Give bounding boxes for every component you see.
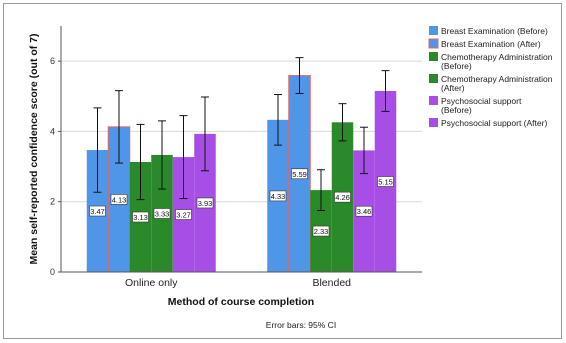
data-label-box (175, 209, 192, 220)
data-label: 3.93 (198, 199, 213, 208)
y-axis-title: Mean self-reported confidence score (out… (28, 33, 40, 264)
legend-label-line: Chemotherapy Administration (441, 52, 553, 62)
legend-swatch (428, 38, 439, 49)
legend-swatch (429, 26, 438, 35)
x-category-label: Blended (312, 277, 351, 289)
legend-swatch (429, 118, 438, 127)
data-label-box (334, 191, 351, 203)
legend-label: Chemotherapy Administration (Before) (441, 52, 553, 71)
axes (60, 26, 422, 273)
data-label-box (153, 208, 171, 219)
legend-label: Psychosocial support (Before) (441, 96, 522, 115)
y-tick-label: 2 (50, 197, 55, 207)
legend: Breast Examination (Before) Breast Examin… (428, 26, 553, 128)
y-tick-label: 0 (50, 267, 55, 277)
data-label-box (355, 205, 373, 217)
data-label: 3.46 (357, 207, 372, 216)
data-label-box (377, 176, 394, 187)
x-axis-title: Method of course completion (168, 296, 314, 308)
legend-label: Breast Examination (After) (441, 39, 541, 49)
data-label-box (110, 194, 128, 205)
legend-swatch (429, 52, 438, 61)
data-label: 3.27 (176, 211, 191, 220)
data-label: 4.13 (112, 195, 127, 204)
data-label-box (269, 190, 287, 202)
data-label: 3.33 (155, 209, 170, 218)
chart-frame: 3.47 4.13 3.13 3.33 3.27 3.93 4.33 5.59 2.33 4.26… (3, 3, 562, 339)
legend-label-line: Chemotherapy Administration (441, 74, 553, 84)
legend-label-line: (After) (441, 83, 465, 93)
data-label-box (196, 197, 214, 209)
data-label: 2.33 (314, 227, 329, 236)
data-label: 5.59 (292, 170, 307, 179)
data-label: 3.47 (90, 207, 105, 216)
bars: 3.47 4.13 3.13 3.33 3.27 3.93 4.33 5.59 2.33 4.26… (86, 57, 397, 273)
bar-chart: 3.47 4.13 3.13 3.33 3.27 3.93 4.33 5.59 2.33 4.26… (28, 26, 553, 330)
data-label: 5.15 (378, 178, 393, 187)
y-tick-label: 4 (50, 126, 55, 136)
y-tick-label: 6 (50, 56, 55, 66)
data-label-box (291, 168, 308, 180)
legend-swatch (429, 74, 438, 83)
data-label-box (89, 205, 106, 217)
data-label: 3.13 (133, 213, 148, 222)
legend-label: Breast Examination (Before) (441, 26, 548, 36)
data-label: 4.26 (335, 193, 350, 202)
y-ticks: 0 2 4 6 (50, 56, 61, 277)
data-label: 4.33 (271, 192, 286, 201)
x-category-label: Online only (125, 277, 178, 289)
legend-label-line: (Before) (441, 61, 472, 71)
footnote: Error bars: 95% CI (266, 320, 336, 330)
data-label-box (312, 225, 330, 237)
legend-swatch (429, 96, 438, 105)
legend-label-line: (Before) (441, 105, 472, 115)
legend-label: Chemotherapy Administration (After) (441, 74, 553, 93)
x-categories: Online only Blended (125, 277, 351, 289)
data-label-box (132, 211, 149, 223)
legend-label-line: Psychosocial support (441, 96, 522, 106)
legend-label: Psychosocial support (After) (441, 118, 547, 128)
